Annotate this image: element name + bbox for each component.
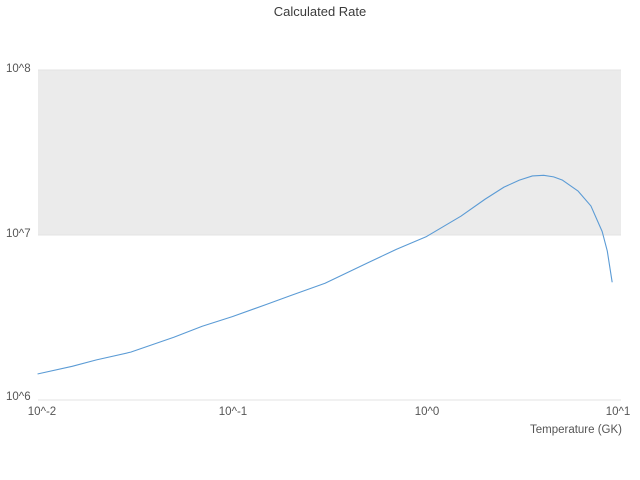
x-tick-label-1e-2: 10^-2 [27,406,57,418]
x-tick-label-1e0: 10^0 [414,406,440,418]
rate-curve [37,174,613,375]
y-tick-label-1e7: 10^7 [6,228,31,240]
y-tick-label-1e8: 10^8 [6,63,31,75]
y-tick-label-1e6: 10^6 [6,391,31,403]
x-tick-label-1e1: 10^1 [605,406,631,418]
x-tick-label-1e-1: 10^-1 [218,406,248,418]
decade-band [38,70,621,235]
x-axis-label: Temperature (GK) [529,424,622,436]
chart-title: Calculated Rate [273,4,367,19]
